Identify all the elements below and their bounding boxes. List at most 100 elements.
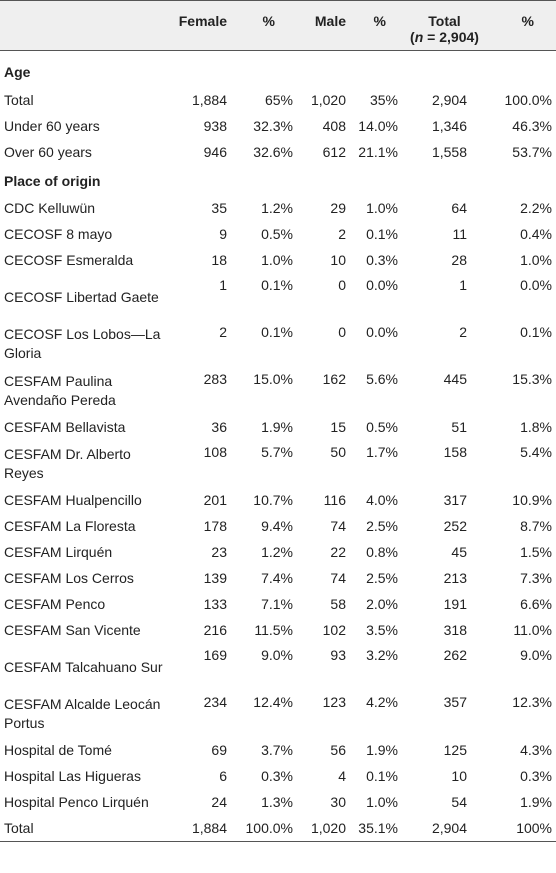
female-count: 234: [203, 694, 227, 710]
female-percent: 1.0%: [261, 252, 293, 268]
row-label: CESFAM Penco: [4, 596, 106, 612]
female-count: 1,884: [165, 815, 235, 842]
male-count: 1,020: [310, 92, 346, 108]
total-percent: 46.3%: [512, 118, 552, 134]
row-label: CESFAM Lirquén: [4, 544, 113, 560]
female-count: 283: [203, 371, 227, 387]
total-count: 1,346: [431, 118, 467, 134]
female-percent: 32.6%: [253, 144, 293, 160]
male-count: 0: [338, 324, 346, 340]
male-count: 408: [322, 118, 346, 134]
total-percent: 0.4%: [520, 226, 552, 242]
female-percent: 0.3%: [261, 768, 293, 784]
male-count: 22: [330, 544, 346, 560]
row-label: CESFAM Dr. Alberto Reyes: [4, 446, 131, 481]
male-count: 93: [330, 647, 346, 663]
female-percent: 1.3%: [261, 794, 293, 810]
female-percent: 0.5%: [261, 226, 293, 242]
male-percent: 0.5%: [366, 419, 398, 435]
row-label: CESFAM Alcalde Leocán Portus: [4, 696, 161, 731]
female-percent: 1.2%: [261, 200, 293, 216]
table-row: Hospital Penco Lirquén 24 1.3% 30 1.0% 54 1.9%: [0, 789, 556, 815]
female-count: 946: [203, 144, 227, 160]
total-count: 11: [452, 226, 467, 242]
table-row: CECOSF Libertad Gaete 1 0.1% 0 0.0% 1 0.0%: [0, 273, 556, 320]
table-row: CESFAM Paulina Avendaño Pereda 283 15.0% 16…: [0, 367, 556, 414]
table-row: Hospital de Tomé 69 3.7% 56 1.9% 125 4.3%: [0, 737, 556, 763]
row-label: CDC Kelluwün: [4, 200, 96, 216]
section-label-age: Age: [4, 64, 31, 80]
male-percent: 0.0%: [366, 324, 398, 340]
female-count: 178: [203, 518, 227, 534]
table-row: Under 60 years 938 32.3% 408 14.0% 1,346 46.3%: [0, 113, 556, 139]
total-count: 45: [451, 544, 467, 560]
male-count: 74: [330, 570, 346, 586]
row-label: CECOSF Los Lobos—La Gloria: [4, 326, 161, 361]
female-percent: 65%: [264, 92, 293, 108]
male-percent: 0.0%: [366, 277, 398, 293]
male-percent: 1.7%: [366, 444, 398, 460]
female-count: 108: [203, 444, 227, 460]
female-count: 169: [203, 647, 227, 663]
table-row: CECOSF Esmeralda 18 1.0% 10 0.3% 28 1.0%: [0, 247, 556, 273]
male-count: 4: [338, 768, 346, 784]
total-percent: 0.1%: [520, 324, 552, 340]
male-percent: 0.1%: [366, 768, 398, 784]
female-percent: 0.1%: [261, 277, 293, 293]
male-count: 162: [322, 371, 346, 387]
total-count: 10: [451, 768, 467, 784]
female-percent: 7.4%: [261, 570, 293, 586]
row-label: CESFAM La Floresta: [4, 518, 136, 534]
total-count: 2,904: [431, 92, 467, 108]
male-count: 50: [330, 444, 346, 460]
total-count: 1: [459, 277, 467, 293]
total-percent: 4.3%: [520, 742, 552, 758]
total-percent: 10.9%: [512, 492, 552, 508]
header-total-n: (n = 2,904): [410, 29, 479, 45]
female-percent: 9.0%: [261, 647, 293, 663]
male-percent: 1.9%: [366, 742, 398, 758]
male-percent: 35.1%: [352, 815, 402, 842]
female-count: 18: [211, 252, 227, 268]
header-female: Female: [178, 13, 227, 29]
male-percent: 2.5%: [366, 570, 398, 586]
table-row: Total 1,884 65% 1,020 35% 2,904 100.0%: [0, 87, 556, 113]
female-percent: 10.7%: [253, 492, 293, 508]
male-percent: 21.1%: [358, 144, 398, 160]
female-percent: 1.2%: [261, 544, 293, 560]
header-total-pct: %: [521, 13, 534, 29]
total-count: 1,558: [431, 144, 467, 160]
total-percent: 1.9%: [520, 794, 552, 810]
total-percent: 100%: [487, 815, 556, 842]
female-count: 139: [203, 570, 227, 586]
table-row: CESFAM Los Cerros 139 7.4% 74 2.5% 213 7.3%: [0, 565, 556, 591]
row-label: Hospital de Tomé: [4, 742, 112, 758]
table-row: CESFAM Alcalde Leocán Portus 234 12.4% 123 4…: [0, 690, 556, 737]
row-label: Over 60 years: [4, 144, 92, 160]
row-label: CECOSF Libertad Gaete: [4, 288, 159, 305]
row-label: CECOSF 8 mayo: [4, 226, 113, 242]
table-row: CESFAM Bellavista 36 1.9% 15 0.5% 51 1.8%: [0, 414, 556, 440]
male-percent: 0.1%: [366, 226, 398, 242]
male-count: 116: [323, 492, 346, 508]
header-total: Total (n = 2,904): [402, 1, 487, 51]
female-percent: 12.4%: [253, 694, 293, 710]
male-percent: 2.0%: [366, 596, 398, 612]
row-label: Under 60 years: [4, 118, 100, 134]
row-label: CESFAM Los Cerros: [4, 570, 134, 586]
male-count: 58: [330, 596, 346, 612]
female-count: 2: [219, 324, 227, 340]
total-count: 28: [451, 252, 467, 268]
row-label: Total: [4, 92, 34, 108]
row-label: CECOSF Esmeralda: [4, 252, 134, 268]
male-percent: 1.0%: [366, 200, 398, 216]
female-percent: 5.7%: [261, 444, 293, 460]
male-count: 2: [338, 226, 346, 242]
female-percent: 100.0%: [235, 815, 297, 842]
table-row: Total 1,884 100.0% 1,020 35.1% 2,904 100%: [0, 815, 556, 842]
header-male: Male: [314, 13, 346, 29]
row-label: Total: [0, 815, 165, 842]
total-count: 252: [443, 518, 467, 534]
table-row: CESFAM Penco 133 7.1% 58 2.0% 191 6.6%: [0, 591, 556, 617]
male-percent: 3.5%: [366, 622, 398, 638]
